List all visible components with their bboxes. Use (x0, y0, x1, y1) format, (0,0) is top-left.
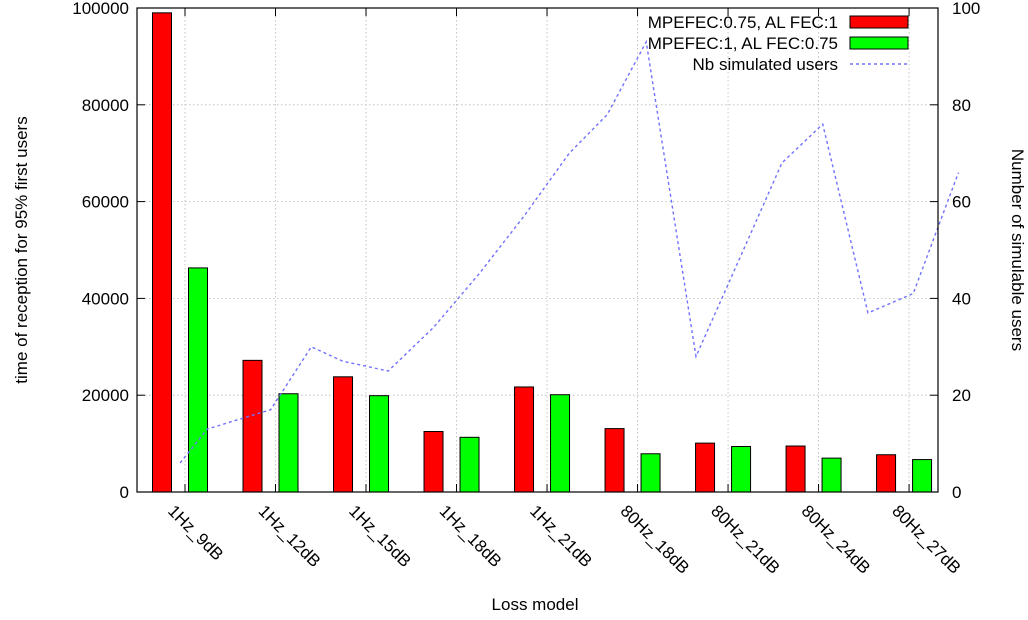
x-axis-label: Loss model (492, 595, 579, 614)
y-tick-label: 100000 (72, 0, 129, 18)
legend-item-nb-simulated-users-label: Nb simulated users (692, 55, 838, 74)
x-tick-label: 1Hz_15dB (345, 501, 415, 571)
bar-mpefec-075-1Hz_18dB (423, 431, 444, 493)
legend-item-mpefec-075-swatch (849, 15, 909, 29)
plot-frame (136, 7, 939, 493)
bar-mpefec-075-80Hz_18dB (604, 428, 625, 493)
legend-item-mpefec-075-label: MPEFEC:0.75, AL FEC:1 (648, 13, 838, 32)
y2-tick-label: 0 (952, 483, 961, 502)
y-tick-label: 80000 (82, 96, 129, 115)
y-tick-label: 60000 (82, 193, 129, 212)
legend-item-mpefec-1-swatch (849, 36, 909, 50)
bar-mpefec-1-1Hz_18dB (459, 436, 480, 493)
bar-mpefec-1-80Hz_27dB (912, 459, 933, 493)
x-tick-label: 80Hz_24dB (798, 501, 874, 577)
y2-tick-label: 40 (952, 289, 971, 308)
grid-lines (137, 8, 938, 492)
bar-mpefec-1-1Hz_21dB (550, 394, 571, 493)
y2-axis-label: Number of simulable users (1008, 149, 1027, 351)
bar-mpefec-1-1Hz_12dB (278, 393, 299, 493)
bar-mpefec-075-80Hz_27dB (876, 454, 897, 493)
bar-mpefec-1-80Hz_24dB (821, 457, 842, 493)
y2-tick-label: 80 (952, 96, 971, 115)
legend-item-mpefec-1-label: MPEFEC:1, AL FEC:0.75 (648, 34, 838, 53)
bar-mpefec-075-1Hz_9dB (152, 12, 172, 493)
bar-mpefec-075-80Hz_24dB (785, 445, 806, 493)
bar-mpefec-075-1Hz_12dB (242, 359, 263, 493)
x-tick-label: 80Hz_21dB (707, 501, 783, 577)
bar-mpefec-1-80Hz_21dB (731, 446, 752, 493)
x-tick-label: 1Hz_21dB (526, 501, 596, 571)
x-tick-label: 1Hz_12dB (255, 501, 325, 571)
line-nb-simulated-users (179, 39, 960, 464)
y-tick-label: 20000 (82, 386, 129, 405)
y-tick-label: 0 (120, 483, 129, 502)
bar-mpefec-075-1Hz_21dB (514, 386, 535, 493)
x-tick-label: 80Hz_27dB (888, 501, 964, 577)
x-tick-label: 1Hz_9dB (164, 501, 227, 564)
x-tick-label: 1Hz_18dB (436, 501, 506, 571)
line-series (179, 39, 960, 464)
bar-mpefec-1-1Hz_15dB (369, 395, 390, 493)
bar-mpefec-1-80Hz_18dB (640, 453, 661, 493)
y-axis-label: time of reception for 95% first users (12, 116, 31, 383)
bar-mpefec-1-1Hz_9dB (188, 267, 208, 493)
bar-mpefec-075-1Hz_15dB (333, 376, 354, 493)
y2-tick-label: 60 (952, 193, 971, 212)
y2-tick-label: 100 (952, 0, 980, 18)
y-tick-label: 40000 (82, 289, 129, 308)
x-tick-label: 80Hz_18dB (617, 501, 693, 577)
legend: MPEFEC:0.75, AL FEC:1 MPEFEC:1, AL FEC:0.… (648, 13, 909, 74)
y2-tick-label: 20 (952, 386, 971, 405)
bars (152, 12, 933, 493)
bar-mpefec-075-80Hz_21dB (695, 442, 716, 493)
